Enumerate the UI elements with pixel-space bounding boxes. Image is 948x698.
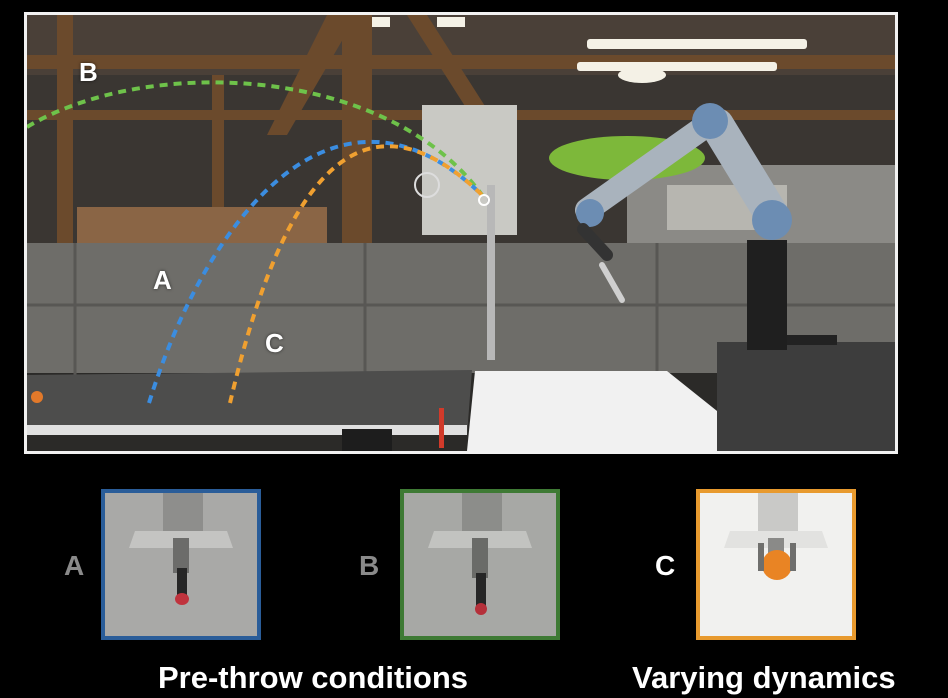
camera-pole <box>487 185 495 360</box>
caption-pre-throw-conditions: Pre-throw conditions <box>158 660 468 695</box>
release-point <box>478 194 490 206</box>
thumbnail-letter-b: B <box>359 550 380 581</box>
grey-table <box>27 370 472 435</box>
robot-control-box <box>717 342 895 451</box>
gripper-screwdriver-image <box>105 493 257 636</box>
robot-scene-photo: B A C <box>24 12 898 454</box>
trajectory-label-c: C <box>265 328 284 358</box>
ceiling-lights <box>372 17 807 83</box>
robot-arm <box>575 103 792 303</box>
trajectory-a <box>147 139 484 404</box>
thumbnail-a <box>101 489 261 640</box>
gripper-ball-image <box>700 493 852 636</box>
thumbnail-c <box>696 489 856 640</box>
robot-base <box>747 240 787 350</box>
trajectory-label-a: A <box>153 265 172 295</box>
thumbnail-b <box>400 489 560 640</box>
white-table <box>467 371 767 451</box>
orange-ball <box>31 391 43 403</box>
caption-varying-dynamics: Varying dynamics <box>632 660 896 695</box>
trajectory-label-b: B <box>79 57 98 87</box>
trajectory-b <box>27 80 484 197</box>
gripper-screwdriver-image <box>404 493 556 636</box>
thumbnail-letter-a: A <box>64 550 85 581</box>
scene-drawing <box>27 15 895 451</box>
thumbnail-letter-c: C <box>655 550 676 581</box>
